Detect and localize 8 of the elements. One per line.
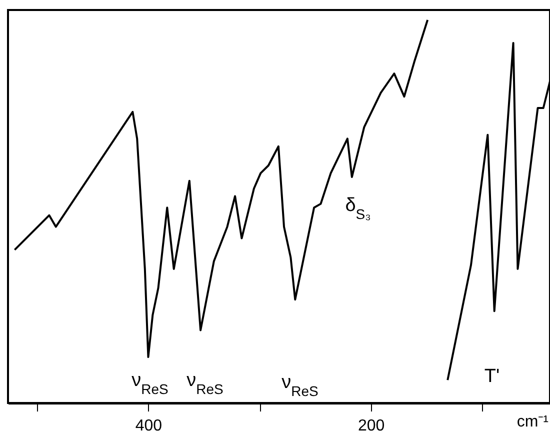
annotation: ν$_{ReS}$ xyxy=(132,370,168,397)
x-tick-label: 200 xyxy=(358,418,385,434)
annotation: ν$_{ReS}$ xyxy=(282,372,318,399)
annotation: δ$_{S₃}$ xyxy=(345,195,371,222)
annotation: T' xyxy=(484,366,500,387)
x-axis-title: cm⁻¹ xyxy=(516,414,548,430)
x-tick-label: 400 xyxy=(135,418,162,434)
annotation: ν$_{ReS}$ xyxy=(186,370,224,397)
